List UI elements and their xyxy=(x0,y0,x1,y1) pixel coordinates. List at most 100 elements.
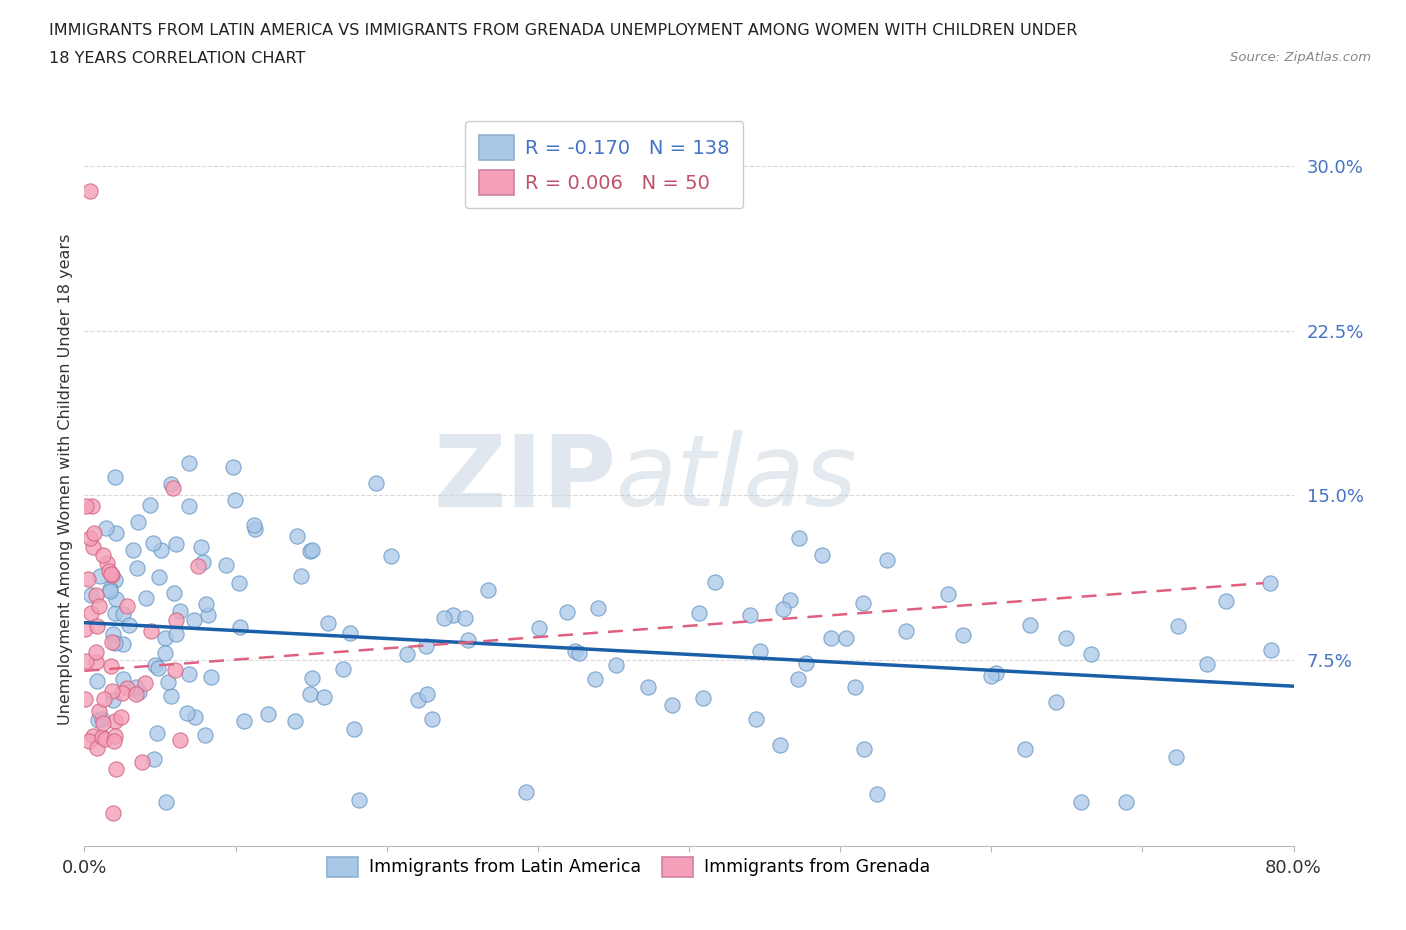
Point xyxy=(194,597,217,612)
Point xyxy=(1080,646,1102,661)
Point xyxy=(80,498,103,513)
Point xyxy=(156,674,179,689)
Point xyxy=(433,611,456,626)
Point xyxy=(299,686,322,701)
Point xyxy=(143,658,166,672)
Point xyxy=(745,711,768,726)
Point xyxy=(1166,750,1188,764)
Point xyxy=(83,525,105,540)
Point xyxy=(332,662,354,677)
Point xyxy=(380,549,402,564)
Point xyxy=(79,183,101,198)
Point xyxy=(866,787,889,802)
Point xyxy=(104,713,127,728)
Point xyxy=(128,684,150,699)
Text: ZIP: ZIP xyxy=(433,431,616,527)
Point xyxy=(117,681,139,696)
Point xyxy=(952,627,974,642)
Point xyxy=(787,671,810,686)
Point xyxy=(1260,643,1282,658)
Point xyxy=(104,729,127,744)
Point xyxy=(299,544,322,559)
Point xyxy=(135,591,157,606)
Point xyxy=(163,663,186,678)
Point xyxy=(101,684,124,698)
Point xyxy=(148,569,170,584)
Point xyxy=(420,712,443,727)
Point xyxy=(1115,795,1137,810)
Point xyxy=(415,686,437,701)
Point xyxy=(90,711,112,726)
Point xyxy=(586,601,609,616)
Point xyxy=(704,574,727,589)
Point xyxy=(111,671,134,686)
Point xyxy=(127,514,149,529)
Point xyxy=(1215,593,1237,608)
Point xyxy=(125,687,148,702)
Point xyxy=(104,762,127,777)
Point xyxy=(179,498,201,513)
Point xyxy=(692,690,714,705)
Point xyxy=(100,658,122,673)
Point xyxy=(301,542,323,557)
Point xyxy=(73,622,96,637)
Point xyxy=(104,573,127,588)
Point xyxy=(301,671,323,685)
Point xyxy=(131,754,153,769)
Point xyxy=(115,598,138,613)
Point xyxy=(176,705,198,720)
Text: atlas: atlas xyxy=(616,431,858,527)
Point xyxy=(290,568,312,583)
Point xyxy=(179,455,201,470)
Point xyxy=(1045,695,1067,710)
Point xyxy=(79,530,101,545)
Point xyxy=(89,568,111,583)
Point xyxy=(477,583,499,598)
Point xyxy=(555,604,578,619)
Point xyxy=(794,656,817,671)
Point xyxy=(314,690,336,705)
Point xyxy=(343,722,366,737)
Point xyxy=(183,613,205,628)
Point xyxy=(77,734,100,749)
Point xyxy=(86,588,108,603)
Point xyxy=(162,586,184,601)
Point xyxy=(110,710,132,724)
Point xyxy=(101,626,124,641)
Point xyxy=(160,688,183,703)
Point xyxy=(688,605,710,620)
Point xyxy=(193,554,215,569)
Point xyxy=(125,560,148,575)
Point xyxy=(184,710,207,724)
Point xyxy=(82,728,104,743)
Point xyxy=(316,616,339,631)
Point xyxy=(748,644,770,658)
Point xyxy=(347,793,370,808)
Point xyxy=(142,536,165,551)
Point xyxy=(980,668,1002,683)
Point xyxy=(1054,631,1077,645)
Point xyxy=(112,636,135,651)
Point xyxy=(200,670,222,684)
Point xyxy=(165,537,187,551)
Point xyxy=(454,611,477,626)
Point xyxy=(243,517,266,532)
Point xyxy=(779,592,801,607)
Point xyxy=(84,644,107,659)
Point xyxy=(104,636,127,651)
Point xyxy=(243,522,266,537)
Point xyxy=(187,559,209,574)
Legend: Immigrants from Latin America, Immigrants from Grenada: Immigrants from Latin America, Immigrant… xyxy=(319,848,938,885)
Point xyxy=(568,645,591,660)
Point xyxy=(139,624,162,639)
Point xyxy=(111,607,134,622)
Point xyxy=(1019,618,1042,632)
Point xyxy=(894,624,917,639)
Text: Source: ZipAtlas.com: Source: ZipAtlas.com xyxy=(1230,51,1371,64)
Point xyxy=(98,564,121,578)
Point xyxy=(1260,576,1282,591)
Point xyxy=(121,543,143,558)
Point xyxy=(1195,657,1218,671)
Point xyxy=(339,625,361,640)
Point xyxy=(101,567,124,582)
